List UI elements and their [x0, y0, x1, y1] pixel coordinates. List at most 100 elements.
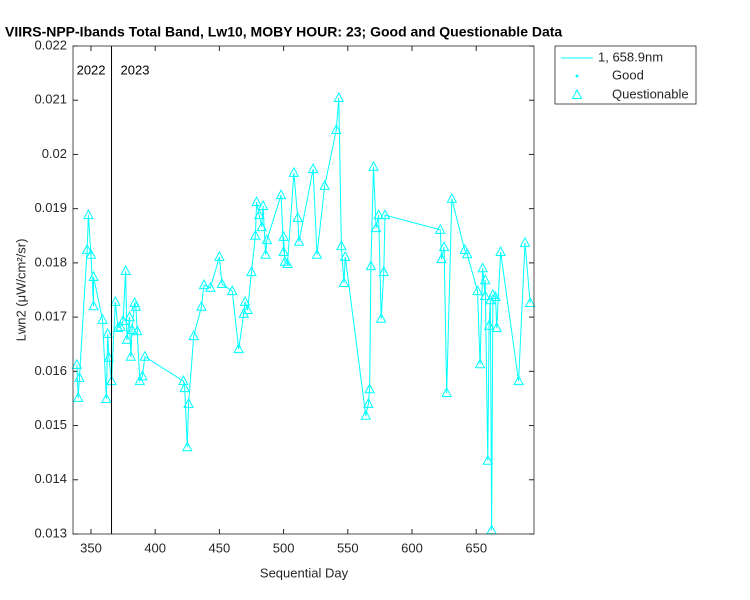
questionable-marker — [446, 192, 458, 203]
questionable-marker — [88, 300, 99, 311]
questionable-marker — [183, 397, 194, 408]
questionable-marker — [233, 343, 244, 354]
questionable-marker — [261, 234, 273, 245]
questionable-marker — [242, 303, 253, 315]
questionable-marker — [216, 277, 228, 289]
questionable-marker — [434, 223, 446, 234]
questionable-marker — [81, 243, 93, 254]
questionable-marker — [112, 321, 124, 332]
x-tick-label: 550 — [337, 540, 359, 555]
legend-marker — [575, 74, 579, 78]
questionable-marker — [137, 370, 148, 381]
questionable-marker — [365, 260, 377, 271]
y-tick-label: 0.02 — [42, 146, 67, 161]
questionable-marker — [179, 382, 191, 393]
legend-label: Questionable — [612, 86, 689, 101]
questionable-marker — [519, 236, 531, 247]
questionable-marker — [101, 392, 112, 403]
questionable-marker — [378, 266, 390, 277]
questionable-marker — [360, 409, 372, 420]
legend-box — [554, 45, 697, 105]
data-line — [76, 98, 531, 531]
x-axis-label: Sequential Day — [260, 565, 349, 580]
questionable-marker — [275, 189, 287, 200]
questionable-marker — [181, 441, 193, 452]
questionable-marker — [278, 245, 289, 257]
questionable-marker — [441, 386, 453, 398]
y-tick-label: 0.013 — [34, 525, 67, 540]
questionable-marker — [246, 266, 257, 277]
questionable-marker — [88, 270, 99, 281]
questionable-marker — [85, 248, 97, 259]
y-tick-label: 0.022 — [34, 37, 67, 52]
questionable-marker — [477, 262, 488, 273]
questionable-marker — [125, 350, 137, 361]
x-tick-label: 650 — [465, 540, 487, 555]
questionable-marker — [279, 255, 291, 266]
questionable-marker — [188, 330, 200, 341]
questionable-marker — [214, 250, 225, 261]
y-tick-label: 0.015 — [34, 417, 67, 432]
questionable-marker — [307, 163, 319, 174]
questionable-marker — [379, 209, 391, 220]
questionable-marker — [338, 276, 350, 287]
questionable-marker — [495, 245, 506, 257]
questionable-marker — [278, 230, 289, 241]
x-tick-label: 450 — [209, 540, 231, 555]
questionable-marker — [375, 312, 387, 323]
questionable-marker — [260, 248, 271, 259]
questionable-marker — [472, 285, 483, 296]
legend-label: 1, 658.9nm — [598, 49, 663, 64]
questionable-marker — [438, 241, 450, 252]
x-tick-label: 350 — [80, 540, 102, 555]
year-label: 2022 — [77, 62, 106, 77]
questionable-marker — [364, 383, 375, 394]
y-tick-label: 0.014 — [34, 471, 67, 486]
questionable-marker — [487, 288, 499, 299]
questionable-marker — [436, 253, 447, 264]
questionable-marker — [110, 295, 121, 306]
questionable-marker — [513, 375, 524, 386]
questionable-marker — [363, 397, 374, 408]
questionable-marker — [336, 240, 347, 251]
questionable-marker — [368, 160, 379, 171]
questionable-marker — [319, 179, 331, 190]
questionable-marker — [288, 166, 300, 177]
questionable-marker — [124, 311, 135, 322]
questionable-marker — [485, 294, 496, 305]
y-tick-label: 0.019 — [34, 200, 67, 215]
questionable-marker — [524, 296, 536, 308]
questionable-marker — [482, 454, 494, 465]
questionable-marker — [293, 235, 305, 246]
questionable-marker — [102, 327, 114, 338]
legend-marker — [571, 88, 583, 99]
questionable-marker — [121, 333, 133, 344]
x-tick-label: 400 — [144, 540, 166, 555]
questionable-marker — [292, 211, 304, 222]
questionable-marker — [226, 285, 238, 296]
questionable-marker — [74, 371, 85, 382]
y-tick-label: 0.017 — [34, 309, 67, 324]
questionable-marker — [126, 324, 138, 335]
x-tick-label: 500 — [273, 540, 295, 555]
plot-frame — [72, 45, 535, 535]
y-tick-label: 0.018 — [34, 254, 67, 269]
questionable-marker — [256, 221, 268, 232]
y-tick-label: 0.016 — [34, 363, 67, 378]
questionable-marker — [461, 248, 473, 259]
questionable-marker — [120, 264, 131, 276]
questionable-marker — [474, 358, 486, 369]
questionable-marker — [205, 281, 216, 292]
legend-label: Good — [612, 67, 644, 82]
questionable-marker — [330, 123, 342, 135]
questionable-marker — [479, 289, 491, 300]
questionable-marker — [253, 209, 265, 220]
questionable-marker — [131, 325, 143, 336]
questionable-marker — [370, 222, 382, 233]
x-tick-label: 600 — [401, 540, 423, 555]
questionable-marker — [115, 320, 126, 331]
questionable-marker — [491, 321, 503, 332]
questionable-marker — [97, 313, 108, 324]
chart-title: VIIRS-NPP-Ibands Total Band, Lw10, MOBY … — [5, 24, 562, 40]
